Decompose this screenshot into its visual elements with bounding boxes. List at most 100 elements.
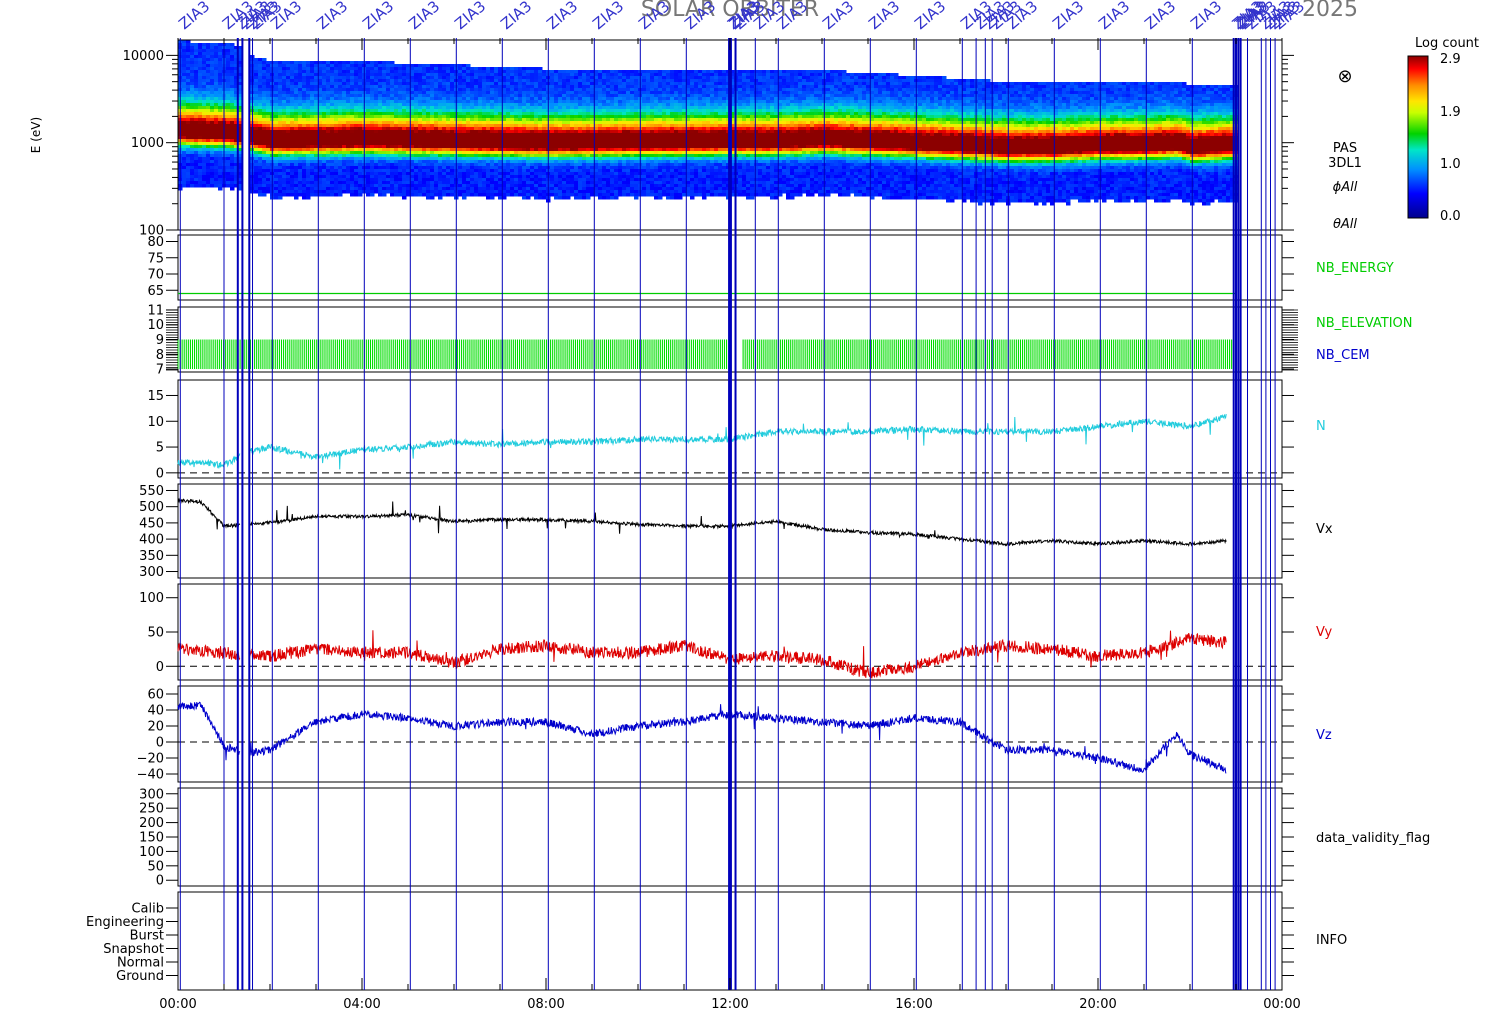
spectrogram-cell <box>326 187 331 191</box>
spectrogram-cell <box>534 106 539 110</box>
spectrogram-cell <box>610 184 615 188</box>
spectrogram-cell <box>186 52 191 56</box>
spectrogram-cell <box>594 175 599 179</box>
spectrogram-cell <box>286 127 291 131</box>
spectrogram-cell <box>314 79 319 83</box>
spectrogram-cell <box>478 142 483 146</box>
spectrogram-cell <box>190 97 195 101</box>
spectrogram-cell <box>334 115 339 119</box>
spectrogram-cell <box>214 127 219 131</box>
spectrogram-cell <box>526 166 531 170</box>
spectrogram-cell <box>610 151 615 155</box>
spectrogram-cell <box>182 133 187 137</box>
spectrogram-cell <box>366 157 371 161</box>
spectrogram-cell <box>498 136 503 140</box>
spectrogram-cell <box>410 166 415 170</box>
spectrogram-cell <box>278 91 283 95</box>
spectrogram-cell <box>398 142 403 146</box>
spectrogram-cell <box>598 175 603 179</box>
spectrogram-cell <box>358 124 363 128</box>
spectrogram-cell <box>314 115 319 119</box>
spectrogram-cell <box>554 112 559 116</box>
spectrogram-cell <box>406 124 411 128</box>
spectrogram-cell <box>478 193 483 197</box>
spectrogram-cell <box>274 169 279 173</box>
spectrogram-cell <box>590 118 595 122</box>
spectrogram-cell <box>314 187 319 191</box>
spectrogram-cell <box>262 169 267 173</box>
spectrogram-cell <box>430 127 435 131</box>
spectrogram-cell <box>266 94 271 98</box>
spectrogram-cell <box>626 187 631 191</box>
spectrogram-cell <box>262 82 267 86</box>
spectrogram-cell <box>390 169 395 173</box>
spectrogram-cell <box>374 145 379 149</box>
spectrogram-cell <box>338 157 343 161</box>
spectrogram-cell <box>582 169 587 173</box>
spectrogram-cell <box>314 64 319 68</box>
spectrogram-cell <box>318 166 323 170</box>
spectrogram-cell <box>210 97 215 101</box>
spectrogram-cell <box>398 82 403 86</box>
spectrogram-cell <box>626 73 631 77</box>
spectrogram-cell <box>318 106 323 110</box>
spectrogram-cell <box>626 85 631 89</box>
spectrogram-cell <box>586 79 591 83</box>
spectrogram-cell <box>534 109 539 113</box>
spectrogram-cell <box>530 145 535 149</box>
spectrogram-cell <box>402 172 407 176</box>
spectrogram-cell <box>358 148 363 152</box>
spectrogram-cell <box>578 196 583 200</box>
spectrogram-cell <box>598 151 603 155</box>
spectrogram-cell <box>610 136 615 140</box>
spectrogram-cell <box>398 100 403 104</box>
spectrogram-cell <box>438 181 443 185</box>
spectrogram-cell <box>230 139 235 143</box>
spectrogram-cell <box>618 91 623 95</box>
spectrogram-cell <box>206 145 211 149</box>
spectrogram-cell <box>226 124 231 128</box>
spectrogram-cell <box>414 94 419 98</box>
spectrogram-cell <box>626 70 631 74</box>
spectrogram-cell <box>514 157 519 161</box>
spectrogram-cell <box>262 121 267 125</box>
spectrogram-cell <box>290 73 295 77</box>
spectrogram-cell <box>582 109 587 113</box>
spectrogram-cell <box>458 145 463 149</box>
spectrogram-cell <box>630 106 635 110</box>
spectrogram-cell <box>566 187 571 191</box>
spectrogram-cell <box>426 106 431 110</box>
spectrogram-cell <box>358 73 363 77</box>
spectrogram-cell <box>346 106 351 110</box>
spectrogram-cell <box>486 70 491 74</box>
spectrogram-cell <box>202 133 207 137</box>
spectrogram-cell <box>530 124 535 128</box>
spectrogram-cell <box>402 94 407 98</box>
spectrogram-cell <box>510 100 515 104</box>
spectrogram-cell <box>190 79 195 83</box>
spectrogram-cell <box>214 112 219 116</box>
spectrogram-cell <box>394 82 399 86</box>
spectrogram-cell <box>502 178 507 182</box>
spectrogram-cell <box>458 157 463 161</box>
spectrogram-cell <box>402 151 407 155</box>
spectrogram-cell <box>354 175 359 179</box>
spectrogram-cell <box>590 157 595 161</box>
spectrogram-cell <box>486 169 491 173</box>
spectrogram-cell <box>254 94 259 98</box>
spectrogram-cell <box>366 139 371 143</box>
spectrogram-cell <box>550 163 555 167</box>
spectrogram-cell <box>630 130 635 134</box>
spectrogram-cell <box>334 106 339 110</box>
spectrogram-cell <box>622 163 627 167</box>
spectrogram-cell <box>290 106 295 110</box>
spectrogram-cell <box>622 106 627 110</box>
spectrogram-cell <box>458 190 463 194</box>
spectrogram-cell <box>490 73 495 77</box>
spectrogram-cell <box>558 151 563 155</box>
spectrogram-cell <box>486 76 491 80</box>
spectrogram-cell <box>414 127 419 131</box>
spectrogram-cell <box>478 130 483 134</box>
spectrogram-cell <box>542 145 547 149</box>
spectrogram-cell <box>502 67 507 71</box>
